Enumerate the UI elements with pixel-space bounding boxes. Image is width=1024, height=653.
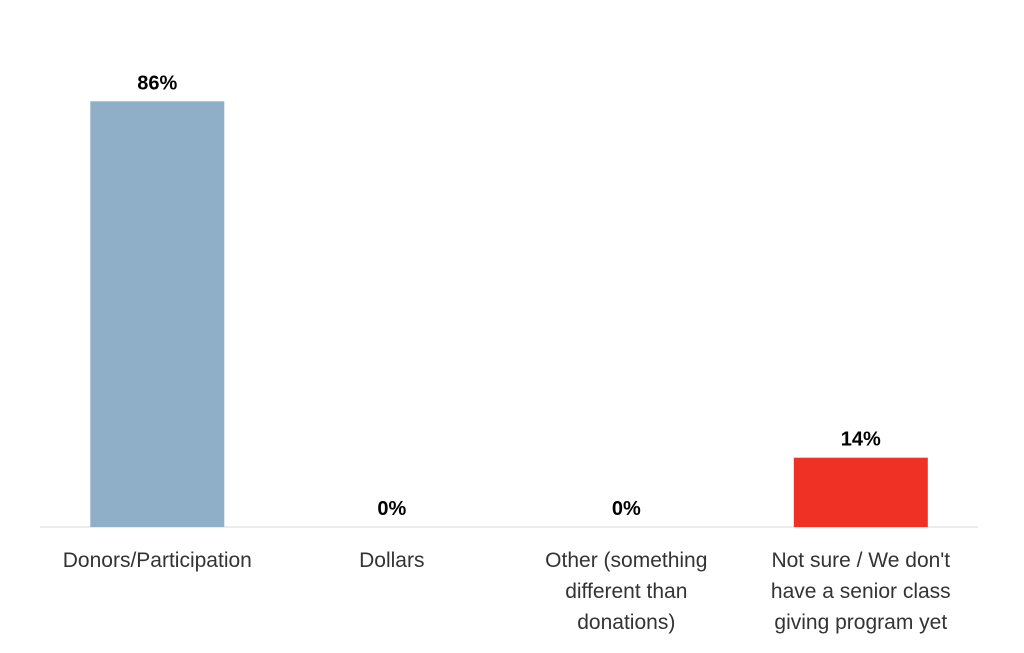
category-label-2-line-2: donations) [577, 611, 675, 634]
category-label-0: Donors/Participation [63, 549, 252, 572]
bars-group [90, 101, 928, 528]
category-label-2: Other (something different than donations) [545, 549, 707, 634]
bar-0 [90, 101, 225, 528]
category-label-3-line-0: Not sure / We don't [771, 549, 950, 572]
value-label-1: 0% [377, 498, 406, 520]
value-label-2: 0% [612, 498, 641, 520]
category-label-3-line-1: have a senior class [771, 580, 951, 603]
category-label-2-line-0: Other (something [545, 549, 707, 572]
category-label-1: Dollars [359, 549, 424, 572]
bar-3 [793, 457, 928, 527]
category-label-1-line-0: Dollars [359, 549, 424, 572]
category-label-0-line-0: Donors/Participation [63, 549, 252, 572]
category-label-2-line-1: different than [565, 580, 687, 603]
value-label-0: 86% [137, 72, 177, 94]
value-label-3: 14% [841, 429, 881, 451]
category-label-3: Not sure / We don't have a senior class gi… [771, 549, 951, 634]
value-labels-group: 86% 0% 0% 14% [137, 72, 881, 520]
category-label-3-line-2: giving program yet [774, 611, 947, 634]
category-labels-group: Donors/Participation Dollars Other (someth… [63, 549, 951, 634]
